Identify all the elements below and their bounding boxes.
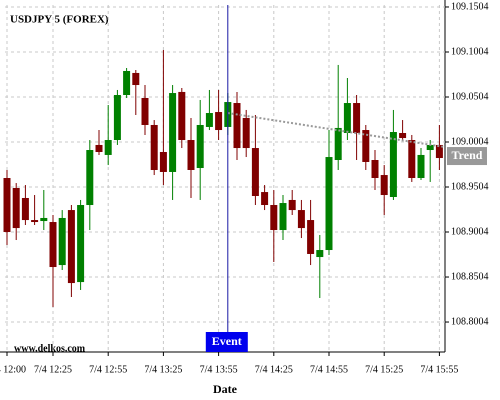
candle-body [12, 187, 20, 229]
candle-body [123, 70, 131, 96]
candle-body [353, 103, 361, 133]
trend-label-box [447, 147, 487, 166]
candle-body [426, 144, 434, 151]
candle-body [113, 95, 121, 141]
candle-body [40, 217, 48, 222]
candle-body [141, 97, 149, 125]
candle-body [196, 124, 204, 169]
candle-body [380, 175, 388, 196]
y-tick-label: 109.1504 [451, 1, 489, 12]
x-tick-label: 7/4 14:25 [255, 364, 293, 375]
x-axis-title: Date [213, 382, 238, 396]
trend-label: Trend [452, 148, 483, 162]
candle-body [297, 210, 305, 229]
y-tick-label: 109.0504 [451, 91, 489, 102]
candle-body [371, 160, 379, 179]
candle-body [49, 222, 57, 268]
candle-body [150, 124, 158, 170]
y-tick-label: 109.0004 [451, 136, 489, 147]
candle-body [417, 154, 425, 179]
candle-body [389, 132, 397, 197]
event-label-box [205, 332, 248, 352]
x-tick-label: 7/4 12:00 [0, 364, 26, 375]
candle-body [408, 140, 416, 179]
candle-body [95, 144, 103, 152]
candle-body [132, 72, 140, 86]
candle-body [104, 140, 112, 155]
y-tick-label: 108.9004 [451, 226, 489, 237]
candle-body [215, 112, 223, 131]
candle-body [21, 197, 29, 221]
chart-title: USDJPY 5 (FOREX) [10, 14, 109, 26]
candle-body [187, 140, 195, 170]
candle-body [205, 113, 213, 127]
candle-body [251, 148, 259, 197]
candle-body [58, 217, 66, 266]
candle-body [362, 130, 370, 162]
candle-body [169, 93, 177, 172]
candle-body [279, 203, 287, 231]
x-tick-label: 7/4 13:25 [144, 364, 182, 375]
watermark: www.delkos.com [14, 343, 86, 354]
candle-body [399, 132, 407, 139]
candle-body [261, 192, 269, 206]
x-tick-label: 7/4 15:25 [365, 364, 403, 375]
event-label: Event [212, 334, 242, 348]
candle-body [159, 151, 167, 172]
x-tick-label: 7/4 15:55 [420, 364, 458, 375]
candle-body [3, 178, 11, 233]
candle-body [233, 103, 241, 149]
candle-body [242, 117, 250, 149]
candle-body [31, 220, 39, 223]
x-tick-label: 7/4 12:25 [34, 364, 72, 375]
candle-body [288, 199, 296, 211]
x-tick-label: 7/4 13:55 [200, 364, 238, 375]
candle-body [67, 210, 75, 284]
candle-body [77, 205, 85, 283]
candle-body [435, 144, 443, 159]
trend-line [227, 112, 446, 149]
candle-body [307, 220, 315, 254]
y-tick-label: 108.9504 [451, 181, 489, 192]
x-tick-label: 7/4 12:55 [89, 364, 127, 375]
y-tick-label: 109.1004 [451, 46, 489, 57]
candle-body [86, 150, 94, 206]
candle-body [334, 127, 342, 161]
candle-body [325, 157, 333, 251]
candle-body [343, 103, 351, 133]
y-tick-label: 108.8504 [451, 271, 489, 282]
x-tick-label: 7/4 14:55 [310, 364, 348, 375]
candle-body [178, 91, 186, 141]
y-tick-label: 108.8004 [451, 316, 489, 327]
candle-body [270, 205, 278, 231]
candle-body [316, 250, 324, 258]
